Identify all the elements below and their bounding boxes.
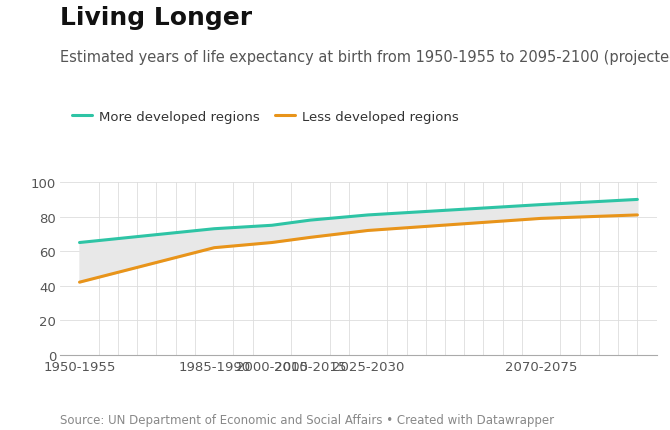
- Legend: More developed regions, Less developed regions: More developed regions, Less developed r…: [67, 105, 464, 129]
- Text: Source: UN Department of Economic and Social Affairs • Created with Datawrapper: Source: UN Department of Economic and So…: [60, 413, 554, 426]
- Text: Living Longer: Living Longer: [60, 6, 253, 31]
- Text: Estimated years of life expectancy at birth from 1950-1955 to 2095-2100 (project: Estimated years of life expectancy at bi…: [60, 49, 670, 64]
